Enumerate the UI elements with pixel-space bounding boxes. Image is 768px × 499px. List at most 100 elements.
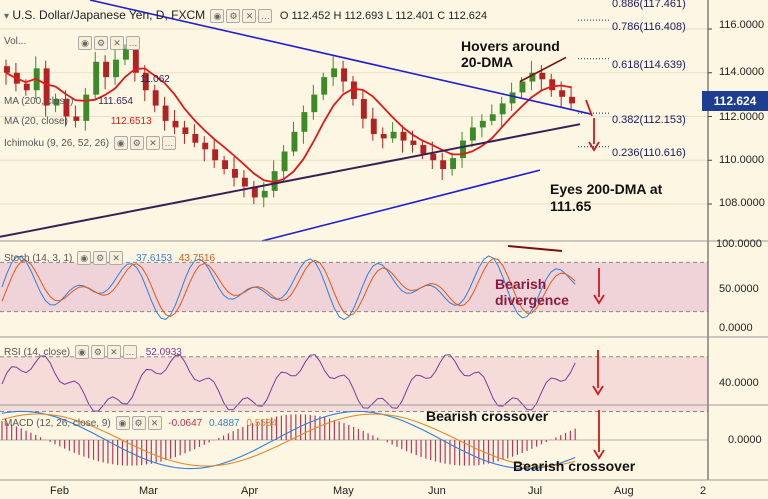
candle-body: [142, 72, 149, 91]
candle-body: [479, 120, 486, 128]
hover-annotation-line1: Hovers around: [461, 38, 560, 54]
eye-icon[interactable]: ◉: [78, 36, 92, 50]
more-icon[interactable]: …: [161, 136, 176, 150]
close-icon[interactable]: ✕: [106, 345, 121, 359]
candle-body: [251, 186, 258, 198]
candle-body: [460, 140, 466, 159]
candle-body: [281, 151, 288, 172]
more-icon[interactable]: …: [122, 345, 137, 359]
upper-trendline: [89, 0, 593, 116]
stoch-tick-50: 50.0000: [719, 283, 759, 295]
macd-down-arrow-head: [593, 449, 605, 460]
stoch-tick-0: 0.0000: [719, 322, 753, 334]
candle-body: [321, 77, 328, 95]
candle-body: [380, 134, 387, 139]
macd-signal-line: [1, 413, 576, 467]
eye-icon[interactable]: ◉: [74, 345, 89, 359]
stoch-band: [0, 262, 708, 312]
stoch-name: Stoch (14, 3, 1): [4, 253, 73, 264]
eyes-annotation-line1: Eyes 200-DMA at: [550, 181, 663, 197]
fib-236-label: 0.236(110.616): [612, 147, 686, 159]
macd-panel: [0, 410, 708, 470]
bearish-crossover-1: Bearish crossover: [426, 408, 549, 424]
close-icon[interactable]: ✕: [110, 36, 124, 50]
macd-name: MACD (12, 26, close, 9): [4, 418, 111, 429]
close-icon[interactable]: ✕: [145, 136, 160, 150]
trendlines: [89, 0, 593, 242]
fib-786-label: 0.786(116.408): [612, 21, 686, 33]
time-label-apr: Apr: [241, 485, 259, 497]
candle-body: [539, 72, 546, 80]
candle-body: [103, 61, 110, 78]
candle-body: [162, 105, 169, 121]
hover-annotation-line2: 20-DMA: [461, 54, 514, 70]
candle-body: [23, 83, 30, 91]
settings-icon[interactable]: ⚙: [129, 136, 144, 150]
time-label-jun: Jun: [428, 485, 446, 497]
more-icon[interactable]: …: [126, 36, 140, 50]
eye-icon[interactable]: ◉: [115, 416, 130, 430]
candle-body: [400, 131, 407, 141]
candle-body: [222, 160, 229, 169]
macd-hist-value: -0.0647: [168, 418, 203, 429]
settings-icon[interactable]: ⚙: [90, 345, 105, 359]
axes: [0, 0, 768, 481]
indicator-buttons-row1: ◉ ⚙ ✕…: [76, 36, 140, 50]
stoch-down-arrow-head: [593, 294, 605, 305]
lower-trendline: [261, 169, 541, 242]
eye-icon[interactable]: ◉: [77, 251, 92, 265]
candle-body: [291, 131, 298, 152]
candle-body: [499, 103, 506, 115]
rsi-down-arrow-head: [592, 385, 604, 396]
price-tick-116: 116.0000: [719, 19, 765, 31]
candle-body: [331, 68, 338, 78]
ichimoku-label: Ichimoku (9, 26, 52, 26) ◉ ⚙ ✕…: [4, 136, 176, 150]
candle-body: [559, 90, 566, 97]
candle-body: [301, 112, 308, 132]
stoch-d-line: [1, 257, 576, 318]
settings-icon[interactable]: ⚙: [226, 9, 241, 23]
more-icon[interactable]: …: [258, 9, 273, 23]
candle-body: [43, 68, 50, 106]
candle-body: [152, 90, 159, 106]
close-icon[interactable]: ✕: [109, 251, 124, 265]
ma200-value: 111.654: [98, 96, 133, 107]
candle-body: [430, 153, 437, 161]
candle-body: [132, 48, 139, 73]
time-label-may: May: [333, 485, 354, 497]
price-tick-110: 110.0000: [719, 154, 765, 166]
eyes-annotation-line2: 111.65: [550, 198, 592, 214]
expand-icon[interactable]: ▾: [4, 11, 10, 22]
candle-body: [350, 81, 357, 99]
time-label-next: 2: [700, 485, 707, 497]
candle-body: [83, 94, 90, 121]
candle-body: [341, 68, 347, 82]
settings-icon[interactable]: ⚙: [94, 36, 108, 50]
stoch-k-value: 37.6153: [135, 253, 173, 264]
bearish-divergence-line2: divergence: [495, 292, 569, 308]
settings-icon[interactable]: ⚙: [131, 416, 146, 430]
candle-body: [509, 92, 516, 104]
ohlc-values: O 112.452 H 112.693 L 112.401 C 112.624: [279, 10, 488, 22]
candle-body: [261, 190, 268, 198]
close-icon[interactable]: ✕: [147, 416, 162, 430]
eye-icon[interactable]: ◉: [113, 136, 128, 150]
candle-body: [182, 127, 189, 134]
candle-body: [450, 158, 457, 169]
ichimoku-name: Ichimoku (9, 26, 52, 26): [4, 138, 110, 149]
fib-382-label: 0.382(112.153): [612, 114, 686, 126]
candle-body: [122, 48, 129, 60]
rsi-value: 52.0933: [145, 347, 182, 358]
settings-icon[interactable]: ⚙: [93, 251, 108, 265]
rsi-name: RSI (14, close): [4, 347, 71, 358]
macd-tick-0: 0.0000: [728, 434, 762, 446]
candle-body: [73, 116, 80, 121]
candle-body: [370, 118, 377, 134]
ma200-line: [0, 123, 581, 238]
close-icon[interactable]: ✕: [242, 9, 257, 23]
price-tick-112: 112.0000: [719, 111, 765, 123]
eye-icon[interactable]: ◉: [210, 9, 225, 23]
fib-618-label: 0.618(114.639): [612, 59, 686, 71]
rsi-panel: [0, 354, 708, 412]
